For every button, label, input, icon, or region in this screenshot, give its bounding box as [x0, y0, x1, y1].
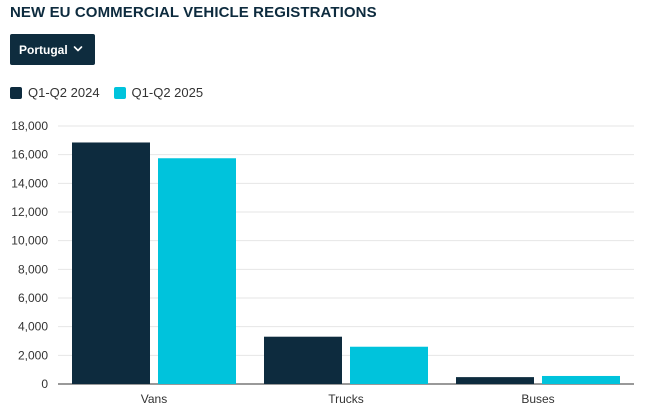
y-tick-label: 0 — [41, 377, 48, 391]
bar-buses-2025 — [542, 375, 620, 384]
legend-label-2024: Q1-Q2 2024 — [28, 85, 100, 100]
legend-swatch-2024 — [10, 86, 22, 99]
y-tick-label: 4,000 — [18, 320, 48, 334]
bar-vans-2025 — [158, 158, 236, 384]
legend-label-2025: Q1-Q2 2025 — [131, 85, 204, 100]
bar-vans-2024 — [72, 142, 150, 384]
country-dropdown-label: Portugal — [19, 42, 68, 57]
bar-trucks-2024 — [264, 336, 342, 384]
x-tick-label: Buses — [521, 392, 554, 406]
country-dropdown[interactable]: Portugal — [10, 34, 95, 65]
y-tick-label: 18,000 — [11, 119, 48, 133]
legend-item-2025[interactable]: Q1-Q2 2025 — [113, 85, 204, 100]
bar-buses-2024 — [456, 377, 534, 384]
y-tick-label: 2,000 — [18, 348, 48, 362]
y-tick-label: 10,000 — [11, 234, 48, 248]
legend-swatch-2025 — [113, 86, 126, 99]
y-tick-label: 8,000 — [18, 262, 48, 276]
x-tick-label: Vans — [141, 392, 167, 406]
y-tick-label: 14,000 — [11, 176, 48, 190]
bar-trucks-2025 — [350, 346, 428, 384]
legend: Q1-Q2 2024 Q1-Q2 2025 — [10, 85, 217, 100]
y-tick-label: 12,000 — [11, 205, 48, 219]
y-tick-label: 16,000 — [11, 148, 48, 162]
chevron-down-icon — [73, 46, 83, 52]
legend-item-2024[interactable]: Q1-Q2 2024 — [10, 85, 100, 100]
chart-title: NEW EU COMMERCIAL VEHICLE REGISTRATIONS — [10, 4, 377, 21]
y-tick-label: 6,000 — [18, 291, 48, 305]
x-tick-label: Trucks — [328, 392, 364, 406]
